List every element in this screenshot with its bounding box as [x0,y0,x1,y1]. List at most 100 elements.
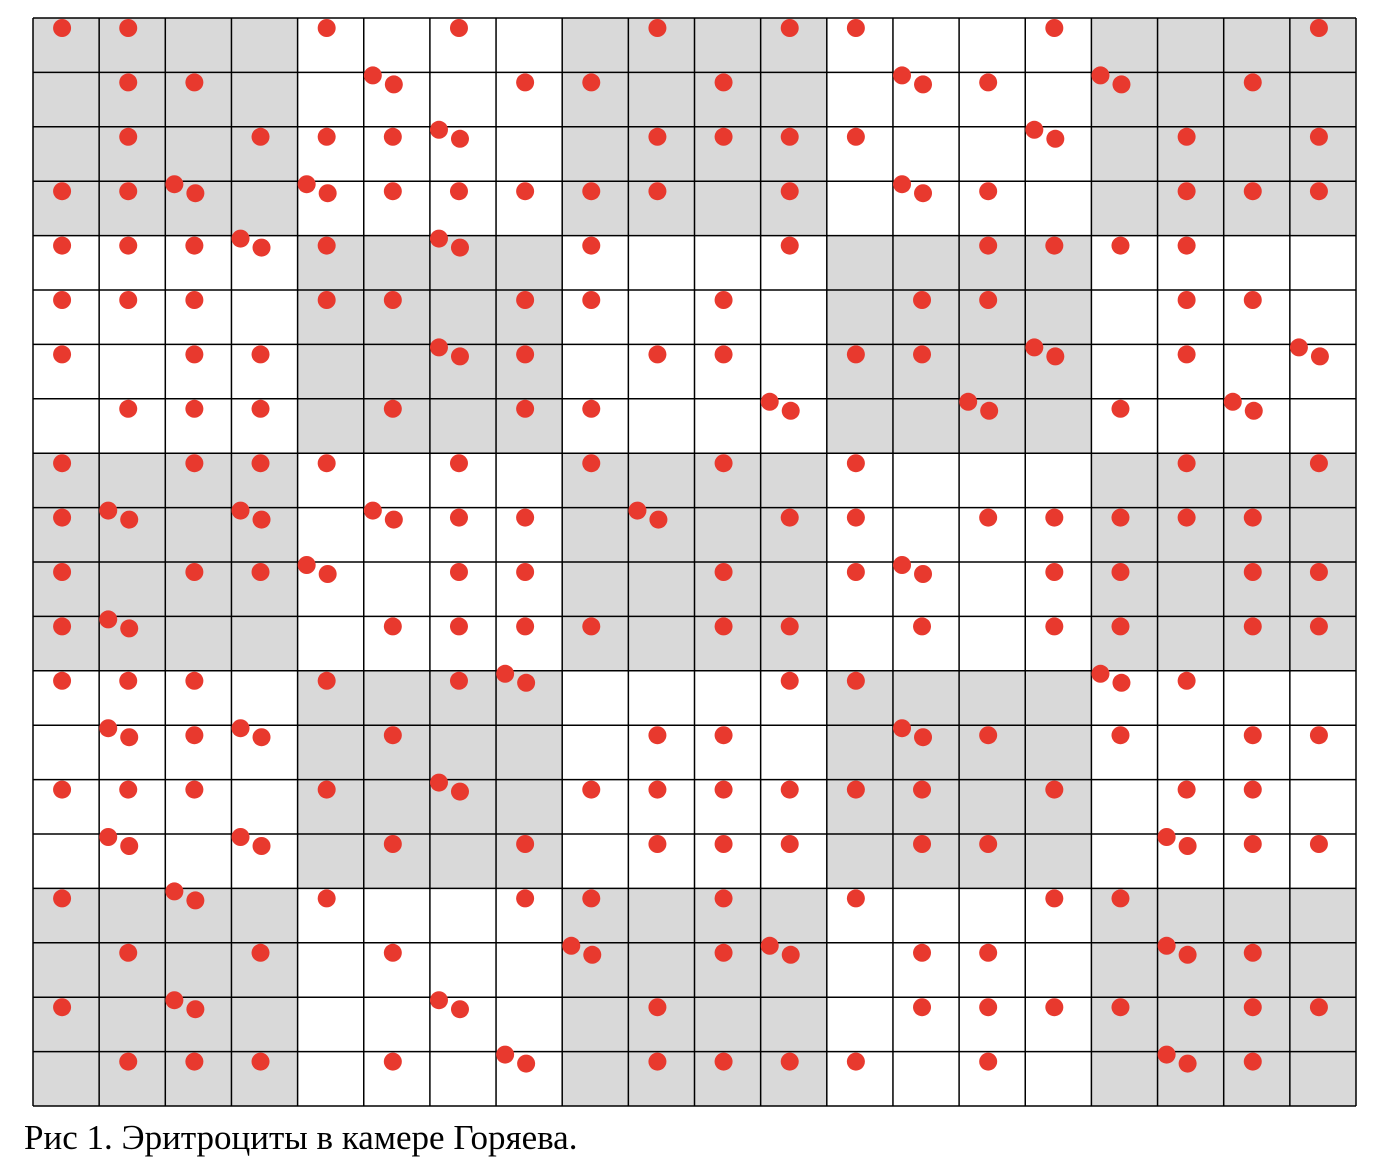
erythrocyte-dot [648,726,667,745]
erythrocyte-dot [913,835,932,853]
grid-square-shaded [959,779,1026,834]
grid-square [1025,453,1092,508]
erythrocyte-dot [449,563,468,581]
erythrocyte-dot [1177,182,1196,201]
erythrocyte-dot [119,291,138,309]
erythrocyte-dot [297,175,316,194]
erythrocyte-dot [119,1052,138,1071]
grid-square [826,181,893,236]
erythrocyte-dot [714,889,733,908]
erythrocyte-dot [317,127,336,146]
erythrocyte-dot [1046,129,1065,148]
grid-square-shaded [1157,18,1224,73]
erythrocyte-dot [1045,236,1064,255]
erythrocyte-dot [714,1052,733,1071]
grid-square-shaded [297,398,364,454]
grid-square [628,670,695,726]
erythrocyte-dot [53,182,72,201]
erythrocyte-dot [1177,671,1196,690]
grid-square-shaded [363,779,430,834]
erythrocyte-dot [846,508,865,527]
erythrocyte-dot [893,556,912,574]
grid-square-shaded [892,398,960,454]
erythrocyte-dot [648,127,667,146]
erythrocyte-dot [1177,345,1196,364]
grid-square-shaded [1157,72,1224,127]
grid-square-shaded [826,235,893,290]
grid-square [297,1051,364,1106]
grid-square-shaded [231,997,298,1052]
erythrocyte-dot [714,73,733,92]
grid-square [363,562,430,617]
erythrocyte-dot [53,508,72,527]
grid-square-shaded [1289,888,1356,943]
grid-square [694,670,761,726]
erythrocyte-dot [185,236,204,255]
erythrocyte-dot [913,345,932,364]
erythrocyte-dot [317,291,336,309]
erythrocyte-dot [714,127,733,146]
grid-square-shaded [231,72,298,127]
erythrocyte-dot [53,889,72,908]
grid-square-shaded [760,72,827,127]
grid-square [33,834,100,889]
erythrocyte-dot [53,19,72,37]
grid-square [892,453,960,508]
goryaev-chamber-grid [32,17,1357,1107]
grid-square-shaded [429,398,497,454]
grid-square-shaded [1025,670,1092,726]
erythrocyte-dot [1243,563,1262,581]
erythrocyte-dot [780,182,799,201]
erythrocyte-dot [516,617,535,636]
erythrocyte-dot [449,617,468,636]
erythrocyte-dot [760,936,779,955]
erythrocyte-dot [1309,182,1328,201]
erythrocyte-dot [317,454,336,473]
erythrocyte-dot [1045,508,1064,527]
erythrocyte-dot [429,338,448,357]
erythrocyte-dot [165,175,184,194]
grid-square-shaded [429,725,497,780]
grid-square-shaded [496,779,563,834]
erythrocyte-dot [384,75,403,94]
grid-square-shaded [496,725,563,780]
grid-square-shaded [628,942,695,998]
erythrocyte-dot [1157,936,1176,955]
grid-square-shaded [165,18,232,73]
grid-square [826,616,893,671]
erythrocyte-dot [251,943,270,962]
erythrocyte-dot [449,19,468,37]
erythrocyte-dot [714,617,733,636]
grid-square-shaded [165,507,232,562]
grid-square [297,507,364,562]
erythrocyte-dot [120,510,139,529]
erythrocyte-dot [120,837,139,855]
erythrocyte-dot [582,617,601,636]
grid-square-shaded [694,507,761,562]
erythrocyte-dot [363,501,382,520]
erythrocyte-dot [582,236,601,255]
erythrocyte-dot [185,671,204,690]
grid-square [959,562,1026,617]
erythrocyte-dot [846,889,865,908]
erythrocyte-dot [1177,291,1196,309]
erythrocyte-dot [913,617,932,636]
erythrocyte-dot [780,508,799,527]
erythrocyte-dot [780,617,799,636]
grid-square [892,126,960,182]
erythrocyte-dot [979,236,998,255]
erythrocyte-dot [846,780,865,799]
grid-square [496,126,563,182]
erythrocyte-dot [1111,563,1130,581]
grid-square [297,72,364,127]
grid-square [496,997,563,1052]
grid-square [496,942,563,998]
erythrocyte-dot [914,728,933,747]
erythrocyte-dot [99,501,118,520]
erythrocyte-dot [450,238,469,257]
erythrocyte-dot [186,1000,205,1019]
erythrocyte-dot [1243,291,1262,309]
erythrocyte-dot [119,671,138,690]
grid-square-shaded [562,1051,629,1106]
grid-square-shaded [1091,1051,1158,1106]
